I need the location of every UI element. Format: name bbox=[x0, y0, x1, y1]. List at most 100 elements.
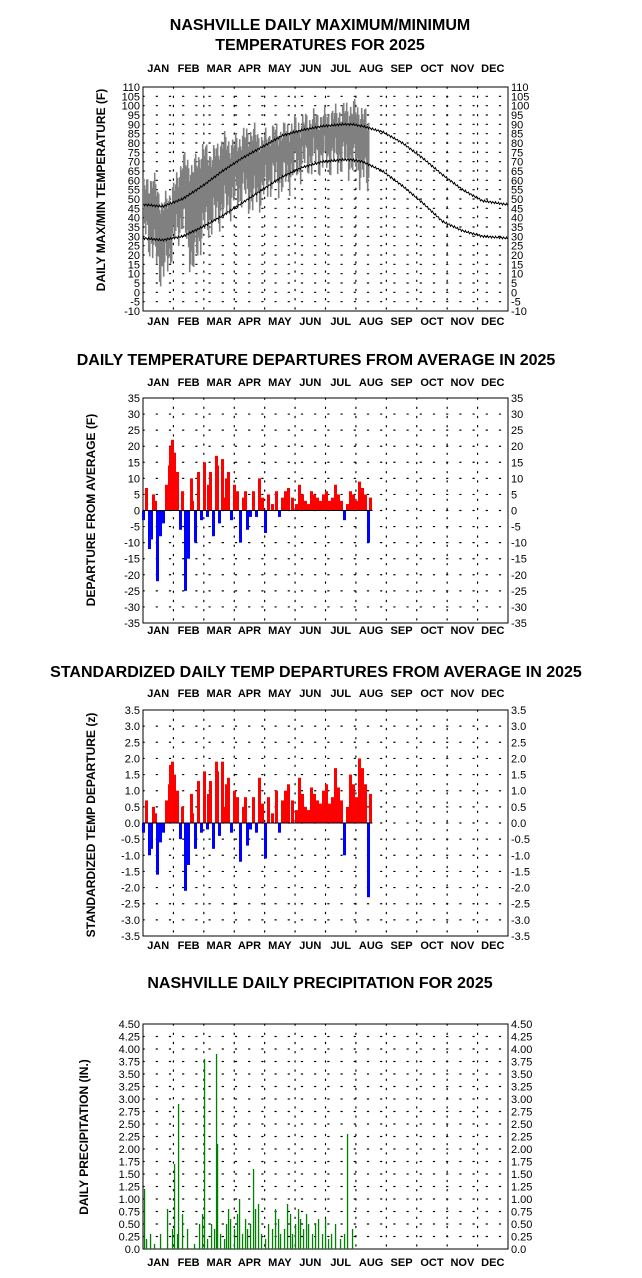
y-tick-label-left: -15 bbox=[124, 554, 140, 566]
departure-bar bbox=[255, 510, 258, 517]
daily-range-bar bbox=[273, 135, 276, 181]
daily-range-bar bbox=[278, 136, 281, 184]
y-tick-label-left: 5 bbox=[134, 278, 140, 290]
x-month-label-bottom: FEB bbox=[178, 1257, 200, 1269]
daily-range-bar bbox=[342, 102, 345, 142]
x-month-label-top: NOV bbox=[450, 377, 475, 389]
y-tick-label-right: 1.50 bbox=[511, 1169, 532, 1181]
x-month-label-top: FEB bbox=[178, 377, 200, 389]
x-month-label-bottom: FEB bbox=[178, 940, 200, 952]
precip-bar bbox=[210, 1224, 213, 1249]
chart-temperature-departures: DAILY TEMPERATURE DEPARTURES FROM AVERAG… bbox=[77, 352, 556, 637]
daily-range-bar bbox=[237, 147, 240, 203]
departure-bar bbox=[364, 494, 367, 511]
daily-range-bar bbox=[258, 152, 261, 213]
precip-bar bbox=[176, 1234, 179, 1249]
y-tick-label-left: 0.75 bbox=[119, 1207, 140, 1219]
precip-bar bbox=[343, 1234, 346, 1249]
x-month-label-top: MAY bbox=[268, 377, 292, 389]
x-month-label-top: AUG bbox=[359, 377, 383, 389]
y-tick-label-right: 35 bbox=[511, 393, 523, 405]
daily-range-bar bbox=[345, 102, 348, 145]
daily-range-bar bbox=[222, 143, 225, 208]
y-tick-label-right: 2.5 bbox=[511, 737, 526, 749]
daily-range-bar bbox=[225, 149, 228, 214]
departure-bar bbox=[349, 491, 352, 511]
x-month-label-bottom: AUG bbox=[359, 316, 383, 328]
daily-range-bar bbox=[362, 119, 365, 178]
daily-range-bar bbox=[164, 190, 167, 243]
daily-range-bar bbox=[272, 126, 275, 166]
departure-bar bbox=[271, 504, 274, 511]
y-tick-label-right: 45 bbox=[511, 203, 523, 215]
precip-bar bbox=[289, 1214, 292, 1249]
departure-bar bbox=[216, 465, 219, 511]
departure-bar bbox=[227, 777, 230, 823]
departure-bar bbox=[313, 494, 316, 511]
daily-range-bar bbox=[337, 117, 340, 164]
daily-range-bar bbox=[147, 193, 150, 253]
y-tick-label-right: 2.50 bbox=[511, 1119, 532, 1131]
y-tick-label-right: 4.00 bbox=[511, 1044, 532, 1056]
y-tick-label-left: 5 bbox=[134, 489, 140, 501]
x-month-label-bottom: NOV bbox=[450, 316, 475, 328]
precip-bar bbox=[314, 1224, 317, 1249]
daily-range-bar bbox=[215, 148, 218, 208]
departure-bar bbox=[287, 488, 290, 511]
daily-range-bar bbox=[148, 193, 151, 257]
daily-range-bar bbox=[347, 123, 350, 181]
daily-range-bar bbox=[365, 124, 368, 183]
daily-range-bar bbox=[253, 122, 256, 176]
x-month-label-bottom: APR bbox=[238, 1257, 261, 1269]
departure-bar bbox=[331, 497, 334, 511]
precip-bar bbox=[267, 1224, 270, 1249]
y-tick-label-right: 0.0 bbox=[511, 818, 526, 830]
departure-bar bbox=[364, 784, 367, 823]
precip-bar bbox=[264, 1239, 267, 1249]
x-month-label-bottom: DEC bbox=[481, 940, 504, 952]
daily-range-bar bbox=[196, 167, 199, 256]
y-tick-label-left: -1.5 bbox=[121, 866, 140, 878]
y-tick-label-left: 4.50 bbox=[119, 1019, 140, 1031]
y-tick-label-right: 15 bbox=[511, 259, 523, 271]
daily-range-bar bbox=[281, 137, 284, 188]
departure-bar bbox=[194, 510, 197, 543]
precip-bar bbox=[302, 1229, 305, 1249]
y-tick-label-left: 25 bbox=[128, 425, 140, 437]
precip-bar bbox=[286, 1204, 289, 1249]
daily-range-bar bbox=[259, 149, 262, 206]
precip-bar bbox=[238, 1199, 241, 1249]
daily-range-bar bbox=[151, 187, 154, 259]
y-tick-label-right: 0.5 bbox=[511, 802, 526, 814]
departure-bar bbox=[218, 510, 221, 524]
departure-bar bbox=[343, 823, 346, 856]
departure-bar bbox=[145, 800, 148, 823]
departure-bar bbox=[349, 774, 352, 823]
x-month-label-top: JAN bbox=[147, 688, 169, 700]
daily-range-bar bbox=[201, 143, 204, 214]
y-tick-label-left: 65 bbox=[128, 166, 140, 178]
precip-bar bbox=[351, 1229, 354, 1249]
daily-range-bar bbox=[242, 127, 245, 173]
departure-bar bbox=[159, 823, 162, 843]
x-month-label-top: JAN bbox=[147, 63, 169, 75]
precip-bar bbox=[252, 1169, 255, 1249]
x-month-label-bottom: JUN bbox=[299, 1257, 321, 1269]
daily-range-bar bbox=[193, 158, 196, 243]
precip-bar bbox=[297, 1209, 300, 1249]
x-month-label-top: DEC bbox=[481, 688, 504, 700]
x-month-label-bottom: OCT bbox=[420, 316, 444, 328]
y-tick-label-right: 105 bbox=[511, 91, 529, 103]
daily-range-bar bbox=[356, 107, 359, 159]
x-month-label-top: OCT bbox=[420, 63, 444, 75]
daily-range-bar bbox=[261, 140, 264, 186]
precip-bar bbox=[203, 1059, 206, 1249]
departure-bar bbox=[316, 497, 319, 511]
departure-bar bbox=[369, 497, 372, 511]
y-tick-label-right: 55 bbox=[511, 185, 523, 197]
daily-range-bar bbox=[207, 165, 210, 238]
y-tick-label-left: 70 bbox=[128, 157, 140, 169]
daily-range-bar bbox=[149, 180, 152, 240]
chart-title: NASHVILLE DAILY PRECIPITATION FOR 2025 bbox=[147, 975, 492, 992]
daily-range-bar bbox=[249, 132, 252, 193]
